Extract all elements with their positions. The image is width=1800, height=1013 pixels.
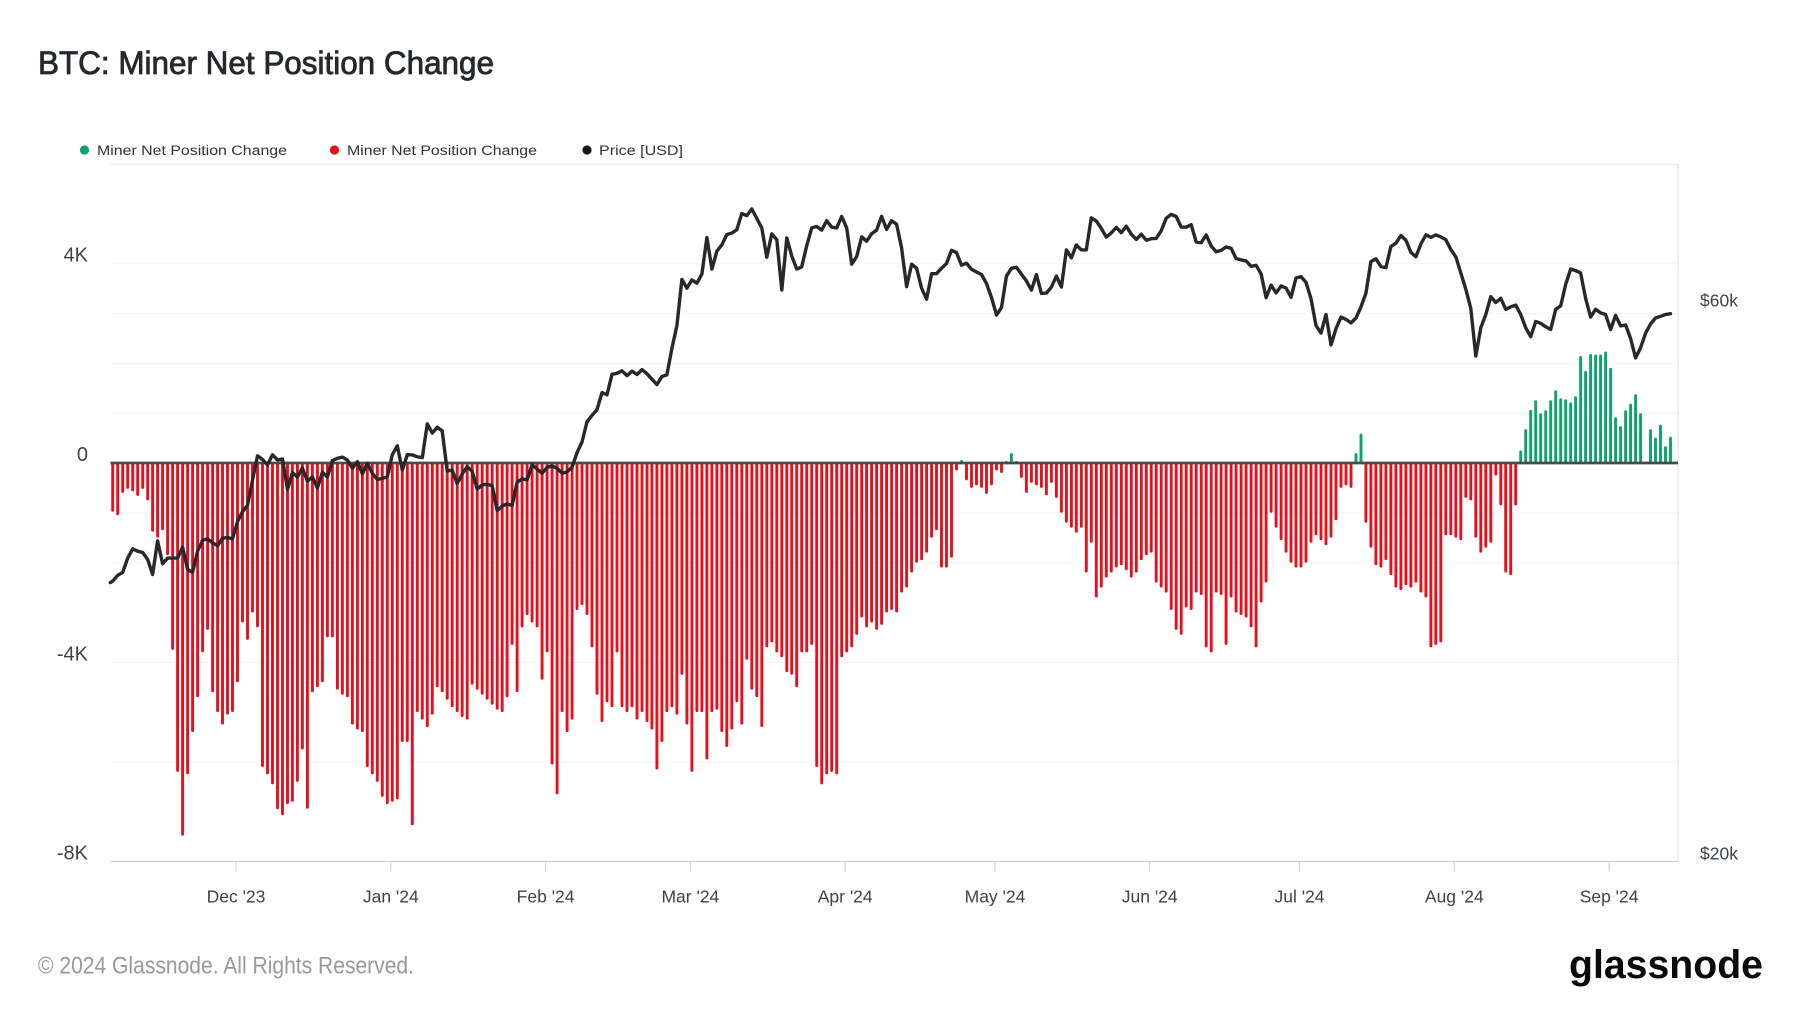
- svg-text:© 2024 Glassnode. All Rights R: © 2024 Glassnode. All Rights Reserved.: [38, 953, 414, 980]
- svg-text:Jun '24: Jun '24: [1122, 887, 1178, 907]
- svg-text:-8K: -8K: [57, 842, 89, 864]
- svg-text:Apr '24: Apr '24: [818, 887, 873, 907]
- svg-text:glassnode: glassnode: [1569, 943, 1763, 987]
- svg-text:Miner Net Position Change: Miner Net Position Change: [97, 143, 287, 159]
- svg-text:-4K: -4K: [57, 643, 89, 665]
- svg-text:Price [USD]: Price [USD]: [599, 143, 683, 159]
- svg-text:0: 0: [77, 444, 88, 466]
- svg-text:Miner Net Position Change: Miner Net Position Change: [347, 143, 537, 159]
- svg-text:Dec '23: Dec '23: [207, 887, 266, 907]
- svg-text:Jan '24: Jan '24: [363, 887, 419, 907]
- svg-text:BTC: Miner Net Position Change: BTC: Miner Net Position Change: [38, 45, 494, 81]
- svg-text:$60k: $60k: [1700, 291, 1738, 311]
- svg-text:May '24: May '24: [965, 887, 1026, 907]
- svg-text:Feb '24: Feb '24: [517, 887, 575, 907]
- svg-text:Aug '24: Aug '24: [1425, 887, 1484, 907]
- svg-text:4K: 4K: [64, 245, 89, 267]
- svg-text:Sep '24: Sep '24: [1580, 887, 1639, 907]
- svg-text:Mar '24: Mar '24: [661, 887, 719, 907]
- svg-text:$20k: $20k: [1700, 843, 1738, 863]
- svg-text:Jul '24: Jul '24: [1274, 887, 1324, 907]
